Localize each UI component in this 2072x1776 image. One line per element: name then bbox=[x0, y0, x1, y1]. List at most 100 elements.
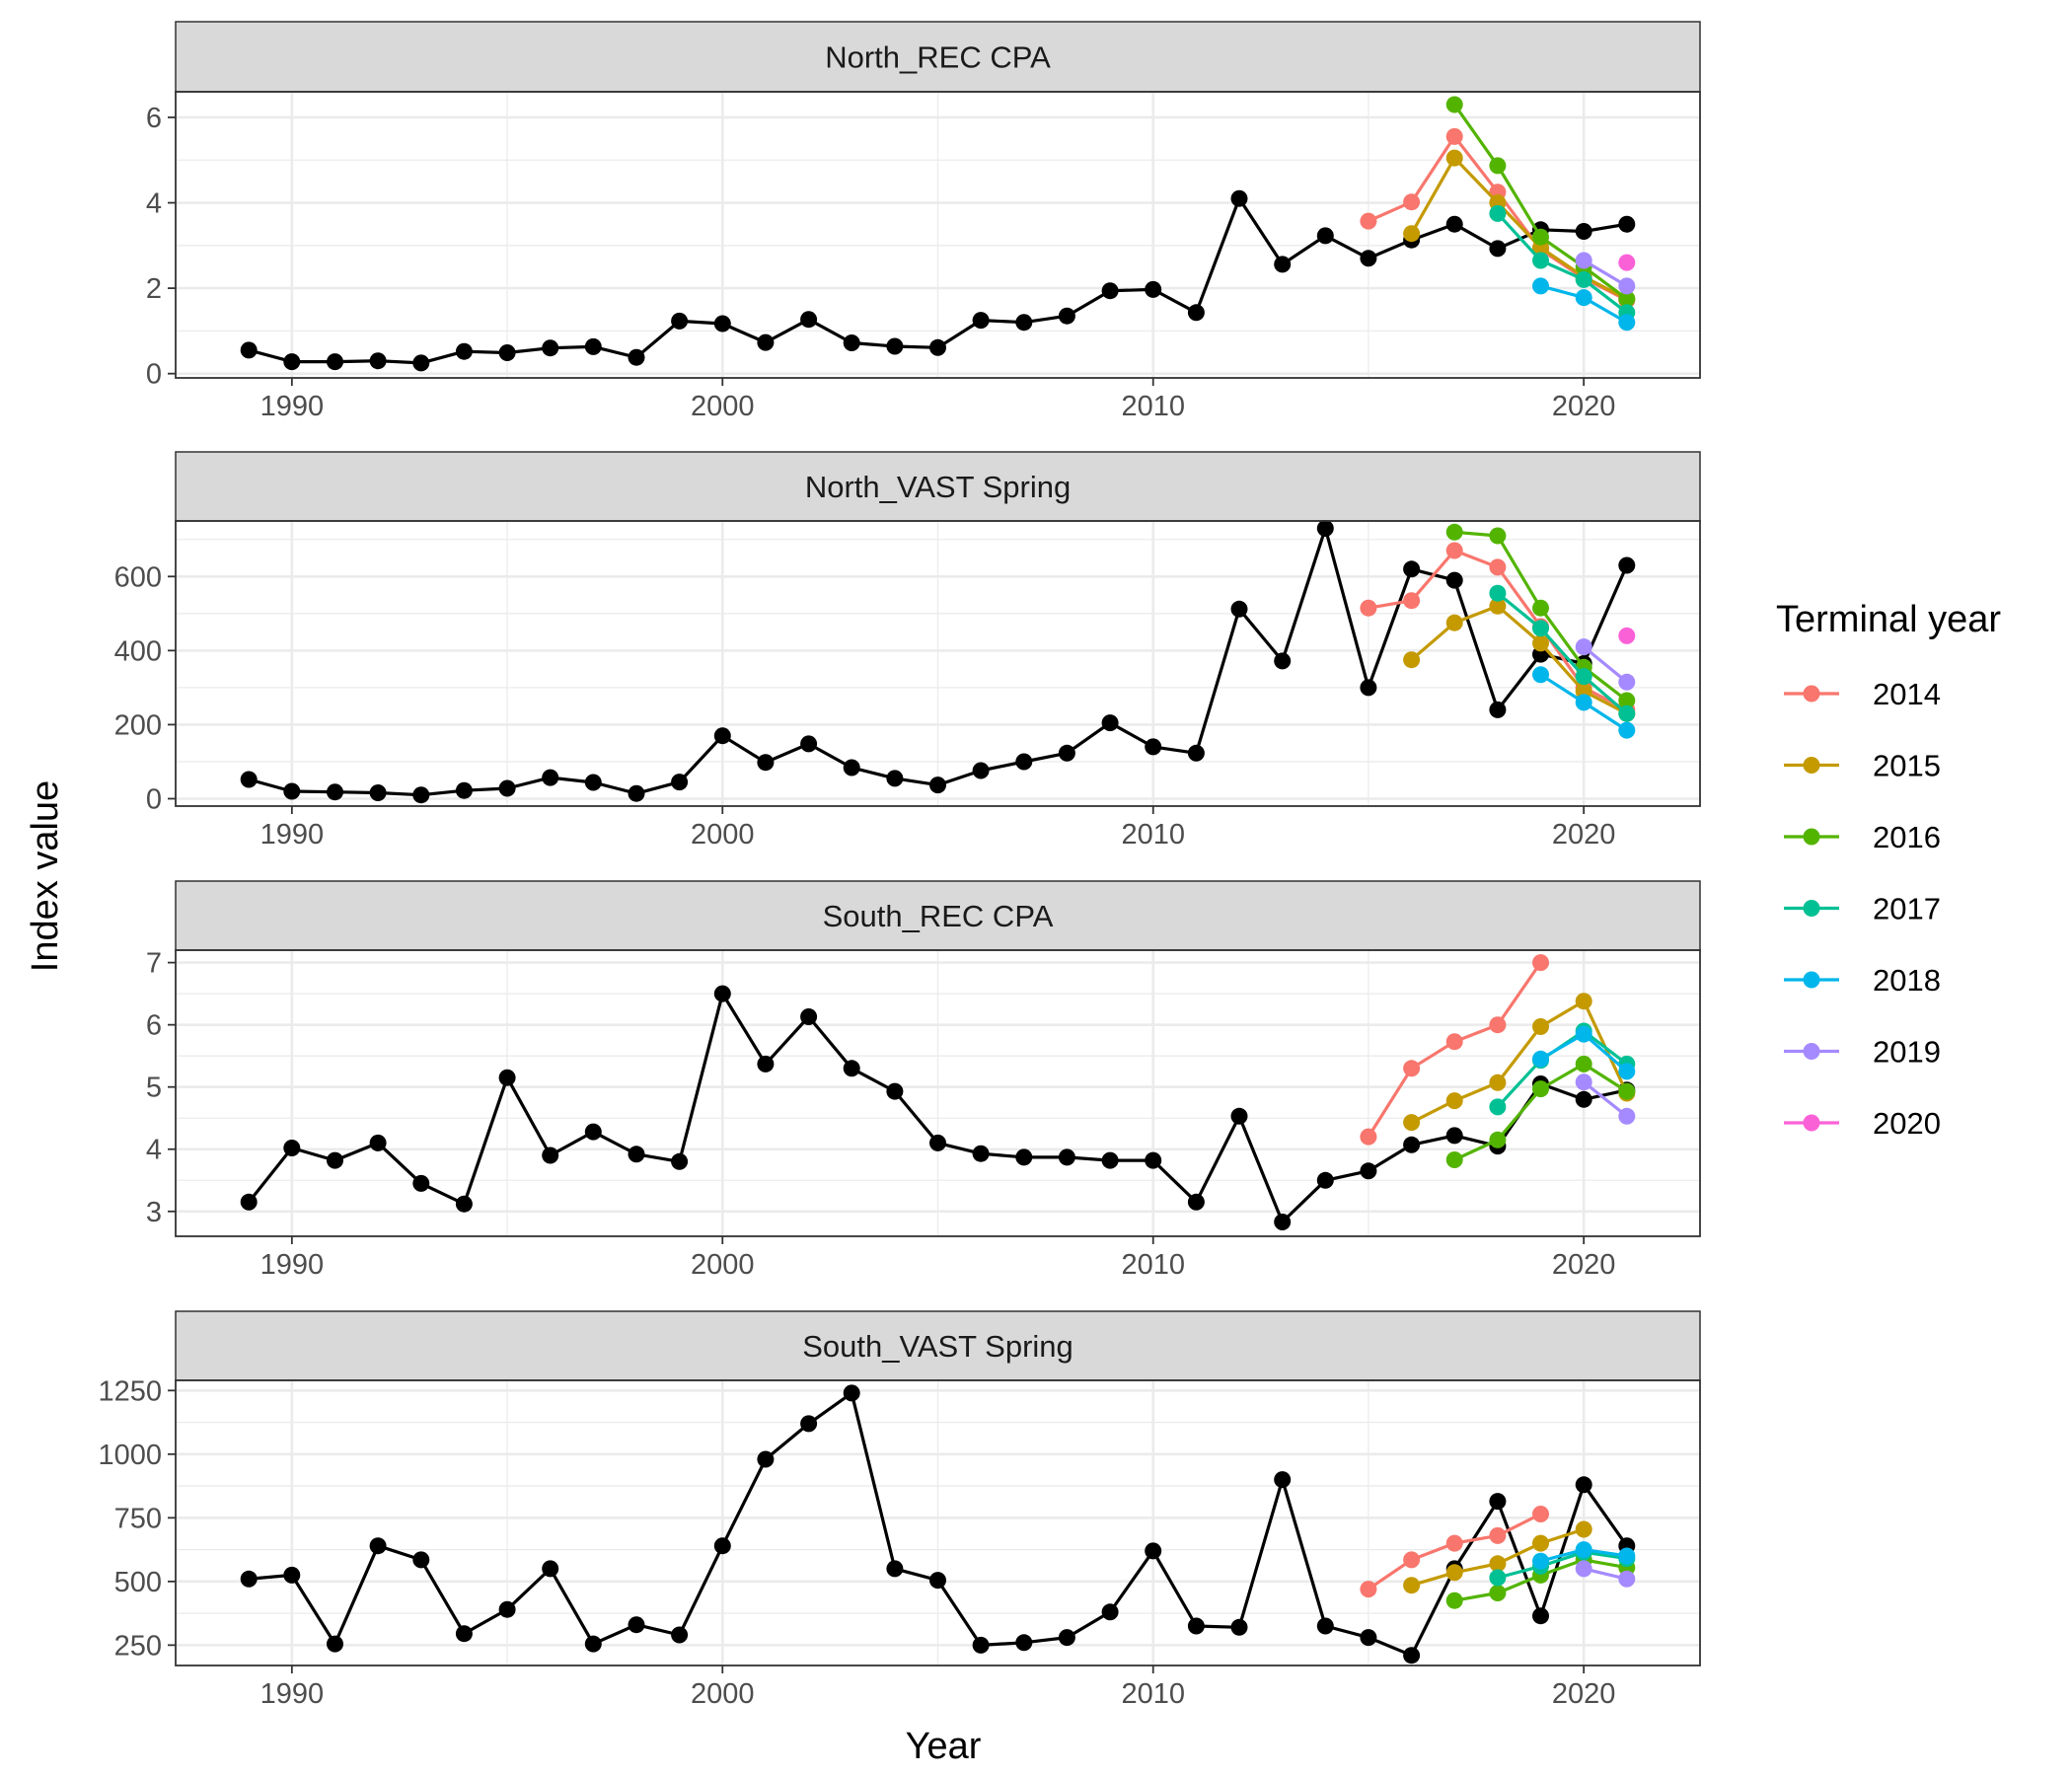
legend-label: 2017 bbox=[1873, 892, 1941, 926]
data-point bbox=[1618, 721, 1636, 739]
data-point bbox=[800, 735, 818, 753]
data-point bbox=[369, 1134, 387, 1151]
data-point bbox=[1230, 600, 1248, 618]
data-point bbox=[327, 1151, 343, 1169]
data-point bbox=[1489, 597, 1507, 615]
data-point bbox=[1532, 277, 1549, 295]
data-point bbox=[1575, 1560, 1592, 1578]
series-index bbox=[240, 189, 1636, 372]
data-point bbox=[1532, 1534, 1549, 1552]
data-point bbox=[542, 1560, 559, 1578]
data-point bbox=[671, 1626, 689, 1644]
data-point bbox=[1575, 668, 1592, 686]
data-point bbox=[327, 1635, 343, 1653]
data-point bbox=[843, 1384, 860, 1402]
data-point bbox=[1187, 1193, 1205, 1211]
data-point bbox=[628, 348, 645, 366]
data-point bbox=[671, 1152, 689, 1170]
data-point bbox=[1445, 1534, 1463, 1552]
data-point bbox=[240, 1570, 258, 1588]
panel-north-vast-spring: North_VAST Spring 0 200 400 600 1990 2000 2010 2… bbox=[114, 451, 1701, 851]
data-point bbox=[1403, 560, 1421, 578]
data-point bbox=[1360, 250, 1377, 267]
x-tick-label: 2020 bbox=[1552, 819, 1616, 851]
data-point bbox=[1532, 1050, 1549, 1068]
data-point bbox=[1145, 1151, 1162, 1169]
strip-background bbox=[175, 21, 1701, 93]
data-point bbox=[584, 1123, 602, 1141]
legend-label: 2018 bbox=[1873, 963, 1941, 998]
data-point bbox=[498, 779, 516, 797]
data-point bbox=[240, 341, 258, 359]
data-point bbox=[1618, 556, 1636, 574]
panel-border bbox=[175, 520, 1701, 807]
x-tick-label: 2010 bbox=[1121, 1678, 1185, 1710]
data-point bbox=[1618, 254, 1636, 271]
legend-item-2018: 2018 bbox=[1784, 963, 1941, 998]
data-point bbox=[1403, 225, 1421, 243]
data-point bbox=[972, 1145, 990, 1162]
data-point bbox=[1575, 270, 1592, 288]
data-point bbox=[1575, 1520, 1592, 1538]
series-2019 bbox=[1575, 638, 1636, 691]
panel-title: North_REC CPA bbox=[825, 40, 1051, 75]
data-point bbox=[1015, 753, 1033, 771]
data-point bbox=[1403, 1136, 1421, 1153]
legend-label: 2016 bbox=[1873, 820, 1941, 854]
panel-title: South_REC CPA bbox=[823, 899, 1054, 933]
data-point bbox=[1575, 289, 1592, 307]
x-tick-label: 2010 bbox=[1121, 1249, 1185, 1281]
data-point bbox=[757, 333, 775, 351]
data-point bbox=[1445, 614, 1463, 631]
data-point bbox=[1187, 1617, 1205, 1635]
data-point bbox=[1230, 1618, 1248, 1636]
y-axis-title: Index value bbox=[25, 780, 66, 972]
data-point bbox=[1360, 212, 1377, 230]
data-point bbox=[1575, 1476, 1592, 1494]
data-point bbox=[1101, 282, 1119, 300]
data-point bbox=[1015, 314, 1033, 332]
series-2019 bbox=[1575, 1560, 1636, 1588]
data-point bbox=[1360, 1581, 1377, 1598]
series-2018 bbox=[1532, 277, 1636, 332]
data-point bbox=[1360, 1128, 1377, 1146]
data-point bbox=[1445, 523, 1463, 541]
data-point bbox=[1360, 679, 1377, 697]
data-point bbox=[1445, 1564, 1463, 1582]
data-point bbox=[412, 1551, 430, 1569]
series-2016 bbox=[1445, 96, 1636, 308]
data-point bbox=[1618, 215, 1636, 233]
data-point bbox=[1489, 1131, 1507, 1148]
panel-border bbox=[175, 1379, 1701, 1666]
series-2019 bbox=[1575, 1073, 1636, 1125]
data-point bbox=[1618, 1082, 1636, 1100]
data-point bbox=[327, 353, 343, 371]
data-point bbox=[1618, 673, 1636, 691]
legend-key-point bbox=[1803, 757, 1820, 774]
series-2017 bbox=[1489, 584, 1636, 722]
data-point bbox=[1489, 1016, 1507, 1034]
series-line bbox=[1497, 1550, 1628, 1580]
data-point bbox=[1618, 1570, 1636, 1588]
series-2016 bbox=[1445, 523, 1636, 709]
panel-title: South_VAST Spring bbox=[802, 1329, 1073, 1364]
data-point bbox=[1489, 1098, 1507, 1116]
data-point bbox=[713, 727, 731, 745]
x-tick-label: 2000 bbox=[691, 1249, 755, 1281]
data-point bbox=[843, 334, 860, 351]
data-point bbox=[1532, 1552, 1549, 1570]
y-tick-label: 6 bbox=[146, 1010, 162, 1042]
data-point bbox=[886, 770, 904, 787]
data-point bbox=[1274, 1214, 1292, 1230]
data-point bbox=[1532, 620, 1549, 637]
x-tick-label: 1990 bbox=[260, 391, 325, 422]
data-point bbox=[671, 774, 689, 791]
data-point bbox=[1618, 704, 1636, 722]
data-point bbox=[1618, 692, 1636, 709]
data-point bbox=[1445, 127, 1463, 145]
legend-key-point bbox=[1803, 685, 1820, 703]
x-tick-label: 1990 bbox=[260, 1678, 325, 1710]
x-tick-label: 2020 bbox=[1552, 1678, 1616, 1710]
data-point bbox=[1575, 1090, 1592, 1108]
legend-label: 2014 bbox=[1873, 677, 1941, 711]
